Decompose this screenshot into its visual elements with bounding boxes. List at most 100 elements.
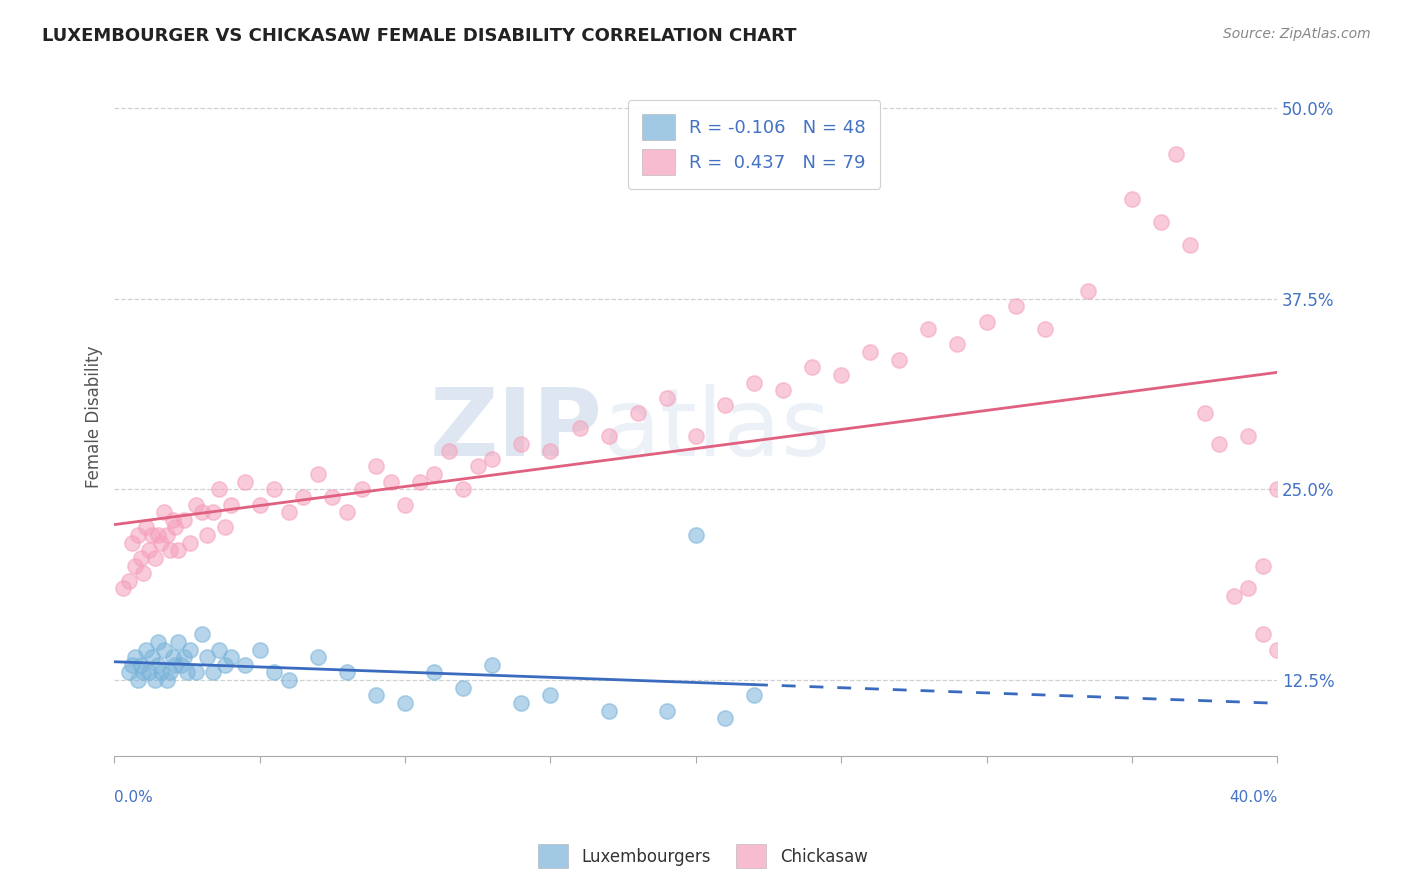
Point [1251,558,1274,573]
Point [138,665,160,680]
Point [159,543,181,558]
Point [135,520,157,534]
Point [153,642,176,657]
Point [165,657,187,672]
Point [1194,406,1216,420]
Point [277,505,299,519]
Point [467,459,489,474]
Point [129,551,152,566]
Point [1077,284,1099,298]
Point [1164,146,1187,161]
Point [889,352,911,367]
Point [156,673,179,687]
Point [146,657,169,672]
Point [568,421,591,435]
Point [540,688,562,702]
Text: ZIP: ZIP [430,384,603,476]
Point [742,376,765,390]
Point [159,665,181,680]
Legend: Luxembourgers, Chickasaw: Luxembourgers, Chickasaw [531,838,875,875]
Point [307,650,329,665]
Point [214,657,236,672]
Point [190,505,212,519]
Point [946,337,969,351]
Point [336,665,359,680]
Point [598,704,620,718]
Point [146,528,169,542]
Point [714,399,737,413]
Point [118,665,141,680]
Point [208,483,231,497]
Point [801,360,824,375]
Point [1121,193,1143,207]
Point [685,528,707,542]
Point [173,650,195,665]
Point [1265,483,1288,497]
Point [233,475,256,489]
Point [156,528,179,542]
Point [153,505,176,519]
Point [176,665,198,680]
Point [917,322,939,336]
Point [277,673,299,687]
Point [510,436,533,450]
Point [202,665,225,680]
Point [714,711,737,725]
Point [124,558,146,573]
Point [121,535,143,549]
Text: 40.0%: 40.0% [1229,790,1277,805]
Point [1150,215,1173,229]
Point [627,406,650,420]
Point [1237,429,1260,443]
Point [292,490,315,504]
Legend: R = -0.106   N = 48, R =  0.437   N = 79: R = -0.106 N = 48, R = 0.437 N = 79 [627,100,880,189]
Point [132,665,155,680]
Point [138,543,160,558]
Point [112,582,135,596]
Point [1222,589,1244,603]
Point [830,368,852,382]
Point [219,650,242,665]
Point [1208,436,1230,450]
Point [364,688,387,702]
Point [451,681,474,695]
Point [146,635,169,649]
Point [197,650,219,665]
Point [141,528,163,542]
Point [208,642,231,657]
Point [249,498,271,512]
Point [118,574,141,588]
Point [135,642,157,657]
Point [124,650,146,665]
Point [190,627,212,641]
Point [336,505,359,519]
Point [197,528,219,542]
Point [249,642,271,657]
Point [976,314,998,328]
Y-axis label: Female Disability: Female Disability [86,345,103,488]
Point [179,535,201,549]
Point [510,696,533,710]
Point [540,444,562,458]
Point [165,520,187,534]
Point [481,451,503,466]
Point [184,665,207,680]
Point [380,475,402,489]
Point [1265,642,1288,657]
Point [364,459,387,474]
Point [149,665,172,680]
Point [394,696,416,710]
Point [1033,322,1056,336]
Point [859,345,882,359]
Point [173,513,195,527]
Point [1004,299,1026,313]
Point [1251,627,1274,641]
Point [214,520,236,534]
Point [202,505,225,519]
Point [170,657,193,672]
Point [423,665,446,680]
Point [437,444,460,458]
Text: 0.0%: 0.0% [114,790,153,805]
Point [481,657,503,672]
Point [132,566,155,581]
